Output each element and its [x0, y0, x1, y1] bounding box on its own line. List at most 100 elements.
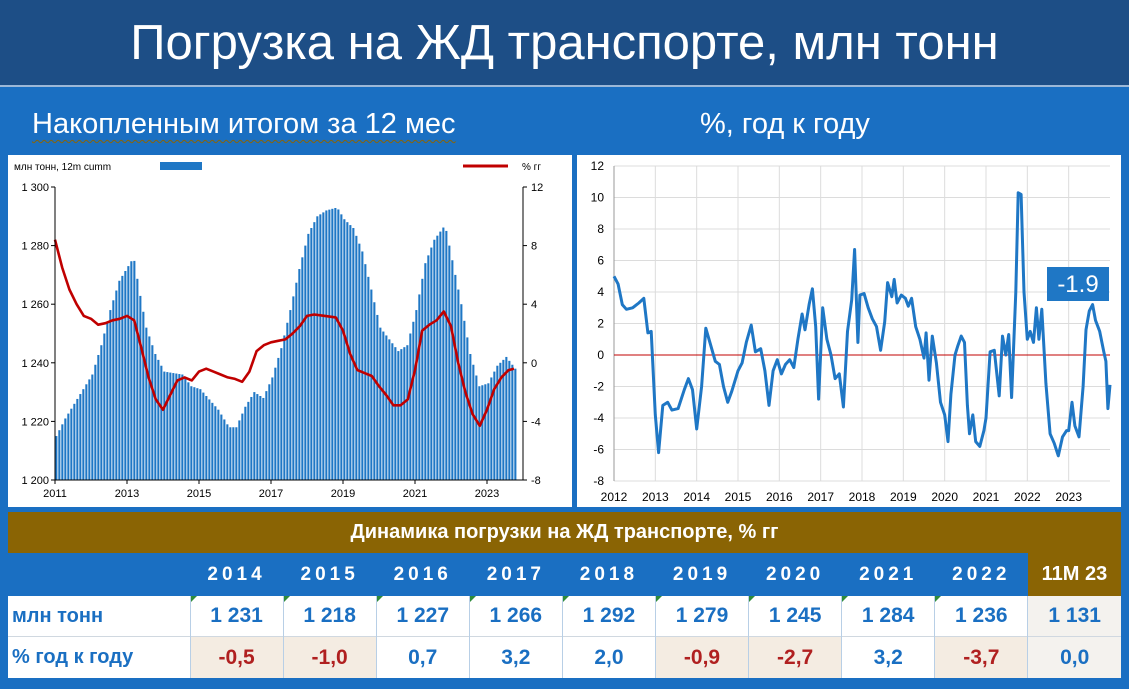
- bar: [376, 314, 379, 480]
- table-row-tonnes: млн тонн 1 231 1 218 1 227 1 266 1 292 1 279 1 …: [8, 596, 1121, 637]
- x-tick-label: 2020: [931, 490, 958, 504]
- bar: [316, 216, 319, 481]
- y2-tick-label: -8: [531, 475, 541, 487]
- bar: [460, 304, 463, 480]
- right-chart-subtitle: %, год к году: [700, 108, 870, 140]
- bar: [127, 266, 130, 480]
- bar: [358, 243, 361, 480]
- row-label-yoy: % год к году: [8, 636, 190, 678]
- x-tick-label: 2017: [807, 490, 834, 504]
- bar: [385, 335, 388, 480]
- bar: [214, 406, 217, 480]
- y2-tick-label: 12: [531, 182, 543, 194]
- bar: [508, 360, 511, 480]
- cumulative-loading-chart: 1 200 1 220 1 240 1 260 1 280 1 300 -8 -4 0 4 8 12 2…: [14, 162, 543, 500]
- bar: [73, 403, 76, 480]
- bar: [271, 377, 274, 480]
- bar: [298, 269, 301, 480]
- y-tick-label: 8: [597, 222, 604, 236]
- bar: [322, 212, 325, 480]
- tonnes-cell: 1 231: [189, 596, 284, 637]
- tonnes-cell: 1 227: [375, 596, 470, 637]
- bar: [442, 227, 445, 480]
- x-tick-label: 2013: [642, 490, 669, 504]
- x-tick-label: 2016: [766, 490, 793, 504]
- yoy-line-series: [53, 239, 515, 428]
- bar: [457, 289, 460, 480]
- bar: [178, 374, 181, 480]
- bar: [121, 275, 124, 480]
- year-header-1: 2015: [283, 553, 377, 596]
- bar: [286, 322, 289, 480]
- x-tick-label: 2019: [331, 488, 355, 500]
- bar: [397, 351, 400, 480]
- bar: [160, 365, 163, 480]
- bar: [142, 311, 145, 480]
- bar: [259, 396, 262, 480]
- y-tick-label: 1 260: [21, 299, 49, 311]
- year-header-0: 2014: [190, 553, 284, 596]
- x-tick-label: 2023: [1055, 490, 1082, 504]
- bar: [373, 302, 376, 480]
- x-tick-label: 2021: [403, 488, 427, 500]
- yoy-cell: 3,2: [841, 636, 935, 678]
- bar: [136, 278, 139, 480]
- bar: [514, 368, 517, 480]
- year-header-7: 2021: [841, 553, 935, 596]
- bar: [91, 374, 94, 480]
- x-tick-label: 2012: [601, 490, 628, 504]
- right-chart-panel: -8 -6 -4 -2 0 2 4 6 8 10 12 2012 2013 2014 2015 2016 201…: [577, 155, 1121, 507]
- bar: [505, 356, 508, 480]
- bar: [280, 348, 283, 480]
- y-tick-label: 1 280: [21, 241, 49, 253]
- yoy-cell: -2,7: [748, 636, 842, 678]
- bar: [409, 333, 412, 480]
- bar: [511, 364, 514, 480]
- bar: [493, 371, 496, 480]
- bar: [88, 379, 91, 480]
- bar: [226, 424, 229, 480]
- bar: [334, 208, 337, 480]
- row-label-tonnes: млн тонн: [8, 596, 190, 637]
- bar: [310, 228, 313, 480]
- bar: [103, 333, 106, 480]
- tonnes-cell: 1 284: [841, 596, 935, 637]
- bar: [223, 419, 226, 480]
- bar: [424, 263, 427, 480]
- bar: [124, 270, 127, 480]
- bar: [292, 296, 295, 480]
- x-tick-label: 2019: [890, 490, 917, 504]
- bar: [151, 345, 154, 480]
- year-header-5: 2019: [655, 553, 749, 596]
- bar: [250, 396, 253, 480]
- bar: [145, 327, 148, 480]
- y-tick-label: -2: [593, 380, 604, 394]
- bar: [340, 214, 343, 480]
- x-tick-label: 2022: [1014, 490, 1041, 504]
- year-header-9: 11M 23: [1027, 553, 1121, 596]
- bar: [166, 372, 169, 480]
- tonnes-cell: 1 279: [654, 596, 749, 637]
- bar: [418, 294, 421, 480]
- x-tick-label: 2023: [475, 488, 499, 500]
- y-tick-label: 4: [597, 285, 604, 299]
- x-tick-label: 2017: [259, 488, 283, 500]
- bar: [196, 388, 199, 480]
- bar: [430, 247, 433, 480]
- bar: [490, 377, 493, 480]
- bar: [379, 327, 382, 480]
- x-tick-label: 2018: [849, 490, 876, 504]
- tonnes-cell: 1 218: [282, 596, 377, 637]
- bar: [187, 382, 190, 480]
- x-tick-label: 2021: [973, 490, 1000, 504]
- bar: [337, 209, 340, 480]
- bar: [148, 336, 151, 480]
- bar: [55, 436, 58, 480]
- bar: [58, 430, 61, 480]
- bar: [454, 274, 457, 480]
- bar: [472, 364, 475, 480]
- bar: [388, 339, 391, 480]
- bar: [307, 233, 310, 480]
- bar: [448, 245, 451, 480]
- bar: [475, 375, 478, 480]
